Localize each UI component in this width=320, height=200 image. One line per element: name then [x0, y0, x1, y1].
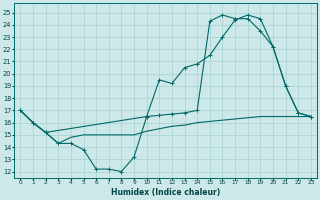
X-axis label: Humidex (Indice chaleur): Humidex (Indice chaleur) [111, 188, 220, 197]
